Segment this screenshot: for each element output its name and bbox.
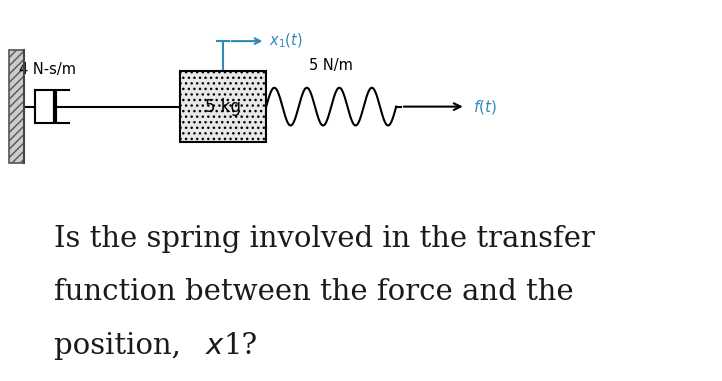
Text: 5 kg: 5 kg: [205, 98, 241, 115]
Text: $f(t)$: $f(t)$: [473, 98, 497, 115]
Text: $x_1(t)$: $x_1(t)$: [269, 32, 303, 50]
Text: 5 N/m: 5 N/m: [309, 58, 353, 73]
Bar: [9, 50, 24, 163]
Text: position,: position,: [54, 332, 191, 360]
Bar: [180, 71, 266, 142]
Text: 1?: 1?: [224, 332, 258, 360]
Text: Is the spring involved in the transfer: Is the spring involved in the transfer: [54, 225, 595, 253]
Text: $x$: $x$: [204, 332, 225, 360]
Text: 4 N-s/m: 4 N-s/m: [19, 62, 76, 77]
Text: function between the force and the: function between the force and the: [54, 278, 574, 306]
